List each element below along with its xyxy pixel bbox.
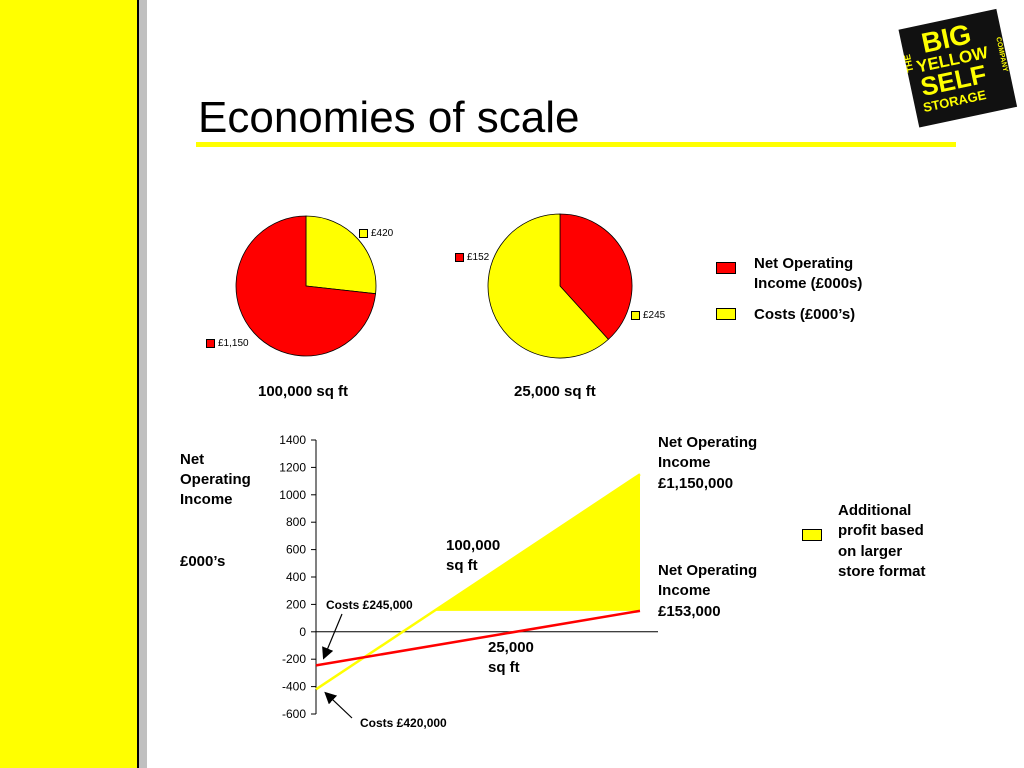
y-tick-label: 0 [299,625,306,639]
pie2-label-noi: £152 [455,252,489,264]
sidebar-divider [137,0,139,768]
line-ylabel-units: £000’s [180,553,226,570]
pie2-caption: 25,000 sq ft [514,383,596,400]
annot-big-store-2: sq ft [446,557,478,574]
y-tick-label: -400 [282,680,306,694]
arrow-costs-small [322,613,343,660]
additional-profit-2: profit based [838,522,924,539]
pie-chart-100k [235,215,377,357]
legend-costs-label: Costs (£000’s) [754,306,856,323]
series-line-large-store [315,473,641,691]
annot-costs-large: Costs £420,000 [360,716,447,730]
page-title: Economies of scale [198,93,580,142]
pie1-noi-swatch [206,338,215,348]
arrow-costs-large [324,691,353,719]
annot-noi-large-1: Net Operating [658,434,758,451]
series-line-small-store [315,609,641,667]
y-tick-label: 1200 [279,460,306,474]
big-yellow-logo: THE BIG YELLOW SELF STORAGE COMPANY [898,8,1018,128]
y-tick-label: 1000 [279,488,306,502]
annot-noi-large-2: Income [658,454,711,471]
additional-profit-1: Additional [838,502,912,519]
line-ylabel-2: Operating [180,471,251,488]
legend-noi-line2: Income (£000s) [754,275,863,292]
annot-noi-small-3: £153,000 [658,603,721,620]
pie2-slice-0 [559,213,633,340]
annot-big-store-1: 100,000 [446,537,501,554]
pie1-label-costs: £420 [359,228,393,240]
additional-profit-4: store format [838,563,926,580]
sidebar-yellow-band [0,0,137,768]
line-ylabel-3: Income [180,491,233,508]
pie1-costs-swatch [359,228,368,238]
line-ylabel-1: Net [180,451,205,468]
title-underline [196,142,956,147]
pie-chart-25k [487,213,633,359]
logo-the: THE [902,53,916,73]
additional-profit-swatch [802,529,822,541]
pie1-label-noi: £1,150 [206,338,249,350]
additional-profit-3: on larger [838,543,903,560]
pie2-noi-swatch [455,252,464,262]
annot-costs-small: Costs £245,000 [326,598,413,612]
y-tick-label: -200 [282,652,306,666]
annot-small-store-2: sq ft [488,659,520,676]
annot-noi-small-2: Income [658,582,711,599]
pie2-slice-1 [487,213,609,359]
annot-noi-small-1: Net Operating [658,562,758,579]
legend-costs-swatch [716,308,736,320]
pie2-label-costs: £245 [631,310,665,322]
annot-noi-large-3: £1,150,000 [658,475,734,492]
y-tick-label: 200 [286,597,306,611]
pie2-costs-swatch [631,310,640,320]
legend-noi-swatch [716,262,736,274]
pie1-caption: 100,000 sq ft [258,383,349,400]
y-tick-label: 400 [286,570,306,584]
y-tick-label: 800 [286,515,306,529]
y-tick-label: 1400 [279,433,306,447]
y-tick-label: -600 [282,707,306,721]
pie1-slice-1 [235,215,377,357]
sidebar-gray-band [139,0,147,768]
y-tick-label: 600 [286,543,306,557]
legend-noi-line1: Net Operating [754,255,854,272]
annot-small-store-1: 25,000 [488,639,534,656]
